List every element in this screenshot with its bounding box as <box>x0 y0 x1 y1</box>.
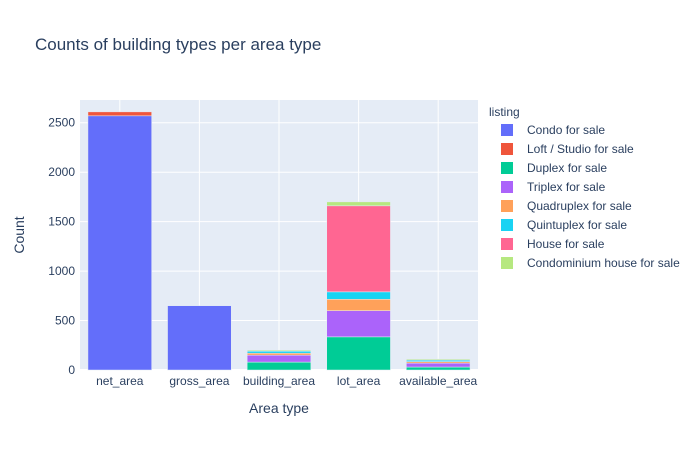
y-tick-label: 2500 <box>48 116 75 130</box>
legend-item-label: Condo for sale <box>527 123 605 137</box>
x-axis-title: Area type <box>249 400 309 416</box>
y-tick-label: 500 <box>55 314 75 328</box>
chart-title: Counts of building types per area type <box>35 35 322 54</box>
y-tick-label: 1000 <box>48 264 75 278</box>
legend-item-label: Quadruplex for sale <box>527 199 632 213</box>
y-axis-title: Count <box>11 216 27 253</box>
legend-item-label: Loft / Studio for sale <box>527 142 634 156</box>
legend-item-label: Triplex for sale <box>527 180 606 194</box>
bar-segment <box>406 358 471 361</box>
x-tick-label: net_area <box>96 374 144 388</box>
bar-segment <box>326 299 391 311</box>
legend-swatch <box>501 143 513 155</box>
y-tick-label: 0 <box>68 363 75 377</box>
bar-segment <box>87 111 152 117</box>
legend: listing Condo for sale Loft / Studio for … <box>489 105 680 270</box>
bar-segment <box>246 352 312 356</box>
bar-segment <box>326 291 391 300</box>
legend-item-label: Quintuplex for sale <box>527 218 627 232</box>
y-axis-ticks: 0 500 1000 1500 2000 2500 <box>48 116 75 377</box>
x-tick-label: lot_area <box>337 374 381 388</box>
bars <box>87 111 471 371</box>
legend-item-label: Condominium house for sale <box>527 256 680 270</box>
legend-swatch <box>501 238 513 250</box>
legend-swatch <box>501 257 513 269</box>
bar-segment <box>326 205 391 293</box>
bar-segment <box>246 354 312 363</box>
bar-segment <box>406 366 471 371</box>
bar-segment <box>246 350 312 354</box>
bar-segment <box>246 349 312 352</box>
y-tick-label: 2000 <box>48 165 75 179</box>
legend-item-label: House for sale <box>527 237 605 251</box>
bar-segment <box>326 310 391 338</box>
bar-segment <box>326 336 391 371</box>
bar-segment <box>406 362 471 368</box>
bar-segment <box>167 305 232 371</box>
x-tick-label: building_area <box>243 374 315 388</box>
legend-swatch <box>501 219 513 231</box>
legend-title: listing <box>489 105 520 119</box>
legend-swatch <box>501 181 513 193</box>
bar-segment <box>326 201 391 207</box>
legend-swatch <box>501 200 513 212</box>
x-axis-ticks: net_area gross_area building_area lot_area a… <box>96 374 477 388</box>
legend-item-label: Duplex for sale <box>527 161 607 175</box>
x-tick-label: gross_area <box>169 374 229 388</box>
legend-swatch <box>501 124 513 136</box>
x-tick-label: available_area <box>399 374 477 388</box>
bar-segment <box>246 361 312 371</box>
bar-segment <box>87 115 152 371</box>
legend-swatch <box>501 162 513 174</box>
y-tick-label: 1500 <box>48 215 75 229</box>
